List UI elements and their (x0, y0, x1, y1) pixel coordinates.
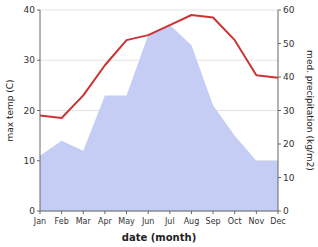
y2-tick-label: 60 (283, 5, 295, 15)
x-tick-label: Aug (184, 217, 200, 226)
y-tick (37, 160, 40, 161)
y2-tick-label: 10 (283, 173, 295, 183)
x-tick (148, 211, 149, 214)
y-tick (37, 211, 40, 212)
x-tick-label: Sep (206, 217, 221, 226)
y2-tick (278, 110, 281, 111)
y-tick-label: 0 (29, 206, 35, 216)
x-tick-label: Mar (76, 217, 92, 226)
y2-tick-label: 20 (283, 139, 295, 149)
x-tick-label: Feb (55, 217, 69, 226)
y2-tick-label: 30 (283, 106, 295, 116)
y2-tick-label: 40 (283, 72, 295, 82)
axes: JanFebMarAprMayJunJulAugSepOctNovDec0102… (24, 5, 295, 226)
x-tick-label: Jun (141, 217, 155, 226)
x-tick (234, 211, 235, 214)
x-tick (126, 211, 127, 214)
y-axis-label: max temp (C) (5, 79, 15, 141)
x-tick-label: Apr (98, 217, 113, 226)
x-tick-label: Jul (164, 217, 175, 226)
y2-tick (278, 211, 281, 212)
y2-tick (278, 144, 281, 145)
y2-tick-label: 0 (283, 206, 289, 216)
y2-tick (278, 177, 281, 178)
x-tick (83, 211, 84, 214)
grid-line (40, 10, 278, 11)
x-tick (169, 211, 170, 214)
x-tick-label: Dec (270, 217, 285, 226)
x-tick (213, 211, 214, 214)
x-tick-label: Nov (249, 217, 265, 226)
y2-tick (278, 10, 281, 11)
x-tick-label: Oct (228, 217, 242, 226)
x-tick (256, 211, 257, 214)
x-tick (104, 211, 105, 214)
x-tick (191, 211, 192, 214)
x-axis-line (40, 211, 278, 212)
x-tick-label: Jan (33, 217, 46, 226)
y-tick (37, 10, 40, 11)
y-tick-label: 10 (24, 156, 36, 166)
y2-tick (278, 43, 281, 44)
grid-line (40, 211, 278, 212)
y-tick-label: 30 (24, 55, 36, 65)
chart: JanFebMarAprMayJunJulAugSepOctNovDec0102… (0, 0, 318, 247)
y2-axis-label: med. precipitation (kg/m2) (305, 50, 315, 171)
x-tick-label: May (118, 217, 135, 226)
y2-tick-label: 50 (283, 39, 295, 49)
grid (40, 10, 278, 211)
temperature-line (40, 15, 278, 118)
y2-tick (278, 77, 281, 78)
plot-area (40, 15, 278, 211)
y-tick (37, 60, 40, 61)
x-tick (61, 211, 62, 214)
y-tick-label: 20 (24, 106, 36, 116)
x-axis-label: date (month) (122, 232, 196, 243)
y-tick (37, 110, 40, 111)
chart-container: JanFebMarAprMayJunJulAugSepOctNovDec0102… (0, 0, 318, 247)
y-tick-label: 40 (24, 5, 36, 15)
